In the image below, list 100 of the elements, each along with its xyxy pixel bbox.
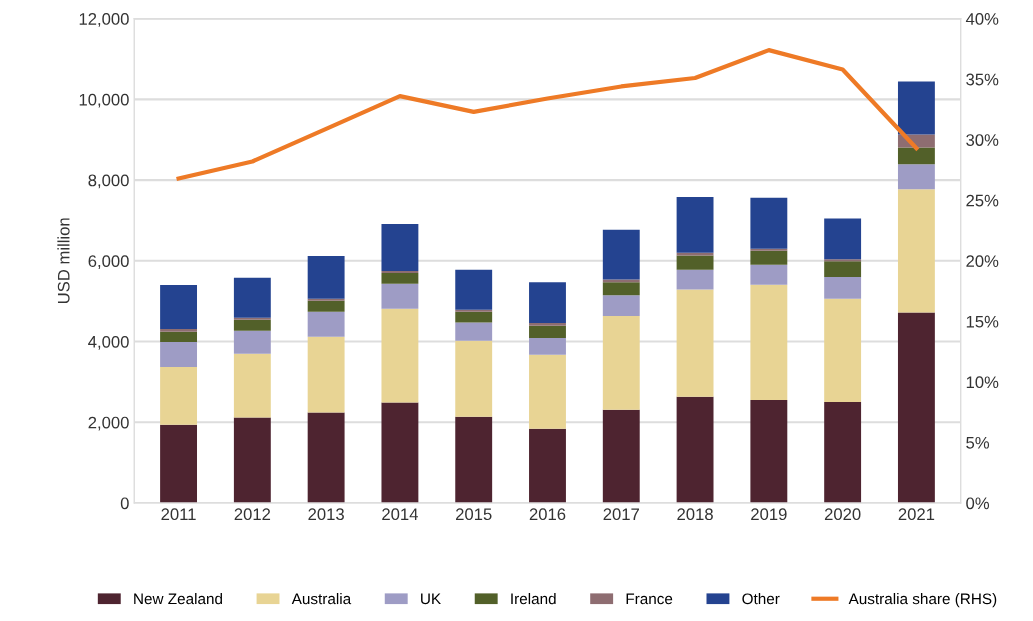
bar [160, 341, 198, 367]
x-tick-label: 2017 [603, 508, 639, 521]
bar [381, 308, 419, 403]
legend-label: Other [742, 593, 780, 605]
bar [750, 400, 788, 504]
bar [676, 269, 714, 290]
bar [676, 289, 714, 397]
bar [602, 316, 640, 410]
bar [529, 428, 566, 504]
bar [381, 224, 419, 271]
bar [233, 353, 271, 418]
bar [381, 402, 419, 504]
x-tick-label: 2020 [824, 508, 861, 521]
bar [160, 285, 198, 330]
x-tick-label: 2013 [308, 508, 344, 521]
line-series [176, 48, 919, 181]
legend-label: France [626, 593, 673, 605]
x-tick-label: 2019 [751, 508, 787, 521]
x-tick-label: 2011 [161, 508, 196, 521]
bar [676, 252, 714, 256]
y-axis-title: USD million [57, 218, 70, 304]
bar [602, 295, 640, 317]
x-tick-label: 2014 [382, 508, 418, 521]
legend-label: New Zealand [134, 593, 222, 605]
bar [307, 412, 345, 504]
bar [381, 272, 419, 284]
bar [233, 317, 271, 320]
bar [455, 269, 493, 310]
bar [750, 264, 788, 285]
y-tick-label: 6,000 [88, 255, 129, 269]
bar [750, 197, 788, 249]
bar [824, 298, 862, 403]
legend-label: Ireland [511, 593, 556, 605]
bar [160, 331, 198, 342]
bar [602, 282, 640, 296]
bar [233, 277, 271, 318]
legend-label: Australia share (RHS) [848, 593, 997, 608]
y2-tick-label: 20% [966, 255, 999, 268]
bar [824, 218, 862, 260]
y2-tick-label: 0% [966, 497, 990, 510]
y-tick-label: 10,000 [79, 93, 129, 108]
bar [307, 311, 345, 337]
bar [824, 261, 862, 277]
bar [897, 147, 935, 165]
bar [307, 298, 345, 301]
bar [897, 312, 935, 504]
bar [233, 319, 271, 331]
y2-tick-label: 10% [966, 376, 999, 389]
bar [602, 229, 640, 280]
bar [307, 255, 345, 299]
bar [897, 164, 935, 190]
bar [455, 340, 493, 417]
y-tick-label: 4,000 [88, 335, 129, 350]
bar [455, 309, 493, 312]
x-tick-label: 2015 [456, 508, 492, 521]
bar [233, 330, 271, 354]
bar [529, 322, 566, 326]
bar [750, 250, 788, 265]
bar [676, 396, 714, 504]
bar [529, 325, 566, 338]
bar [455, 416, 493, 504]
legend-label: Australia [291, 593, 352, 605]
bar [824, 276, 862, 299]
y2-tick-label: 40% [965, 13, 999, 25]
y-tick-label: 0 [120, 497, 129, 510]
y2-tick-label: 35% [966, 73, 999, 86]
x-tick-label: 2012 [234, 508, 271, 521]
bar [676, 255, 714, 270]
bar [160, 424, 198, 504]
bar [455, 311, 493, 323]
bar [381, 270, 419, 273]
bar [897, 189, 935, 313]
y-tick-label: 12,000 [79, 13, 129, 27]
bar [307, 300, 345, 312]
bar [750, 248, 788, 251]
bar [602, 279, 640, 283]
bar [824, 402, 862, 504]
y-tick-label: 2,000 [88, 416, 129, 431]
bar [529, 337, 566, 355]
bar [160, 329, 198, 332]
bar [602, 409, 640, 504]
y2-tick-label: 30% [966, 134, 999, 146]
bar [529, 282, 566, 323]
bar [897, 81, 935, 135]
bar [824, 259, 862, 262]
bar [160, 366, 198, 425]
y-tick-label: 8,000 [88, 174, 129, 189]
y2-tick-label: 5% [966, 436, 990, 449]
legend-label: UK [421, 593, 441, 605]
x-tick-label: 2016 [529, 508, 566, 521]
x-tick-label: 2021 [898, 508, 935, 521]
bar [233, 417, 271, 504]
bar [455, 322, 493, 341]
x-tick-label: 2018 [677, 508, 713, 521]
bar [307, 336, 345, 413]
y2-tick-label: 25% [966, 194, 999, 207]
bar [676, 197, 714, 253]
bar [750, 284, 788, 401]
bar [529, 354, 566, 429]
bar [381, 283, 419, 309]
